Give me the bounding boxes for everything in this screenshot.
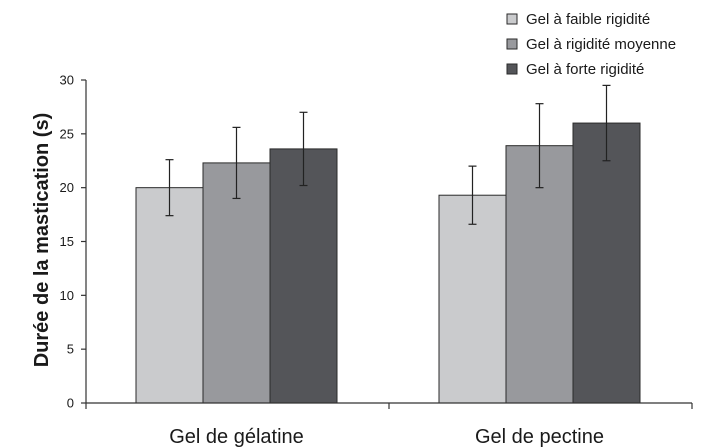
y-tick-label: 5	[67, 342, 74, 357]
y-tick-label: 15	[60, 234, 74, 249]
legend-label: Gel à forte rigidité	[526, 61, 644, 78]
y-tick-label: 10	[60, 288, 74, 303]
y-tick-label: 30	[60, 73, 74, 88]
bar	[202, 162, 271, 404]
legend-label: Gel à rigidité moyenne	[526, 36, 676, 53]
bar	[438, 194, 507, 404]
y-axis: 0 5 10 15 20 25 30	[60, 73, 87, 411]
bar	[505, 145, 574, 404]
legend-swatch	[506, 63, 518, 75]
bars	[135, 84, 641, 404]
y-axis-title: Durée de la mastication (s)	[31, 113, 53, 368]
legend-swatch	[506, 38, 518, 50]
legend-label: Gel à faible rigidité	[526, 11, 650, 28]
bar	[135, 187, 204, 404]
x-axis: Gel de gélatine Gel de pectine	[85, 402, 693, 447]
y-tick-label: 0	[67, 396, 74, 411]
x-category-label: Gel de pectine	[475, 426, 604, 447]
legend: Gel à faible rigidité Gel à rigidité moye…	[506, 11, 676, 78]
y-tick-label: 25	[60, 126, 74, 141]
bar	[269, 148, 338, 404]
bar	[572, 122, 641, 404]
x-category-label: Gel de gélatine	[169, 426, 304, 447]
legend-swatch	[506, 13, 518, 25]
y-tick-label: 20	[60, 180, 74, 195]
